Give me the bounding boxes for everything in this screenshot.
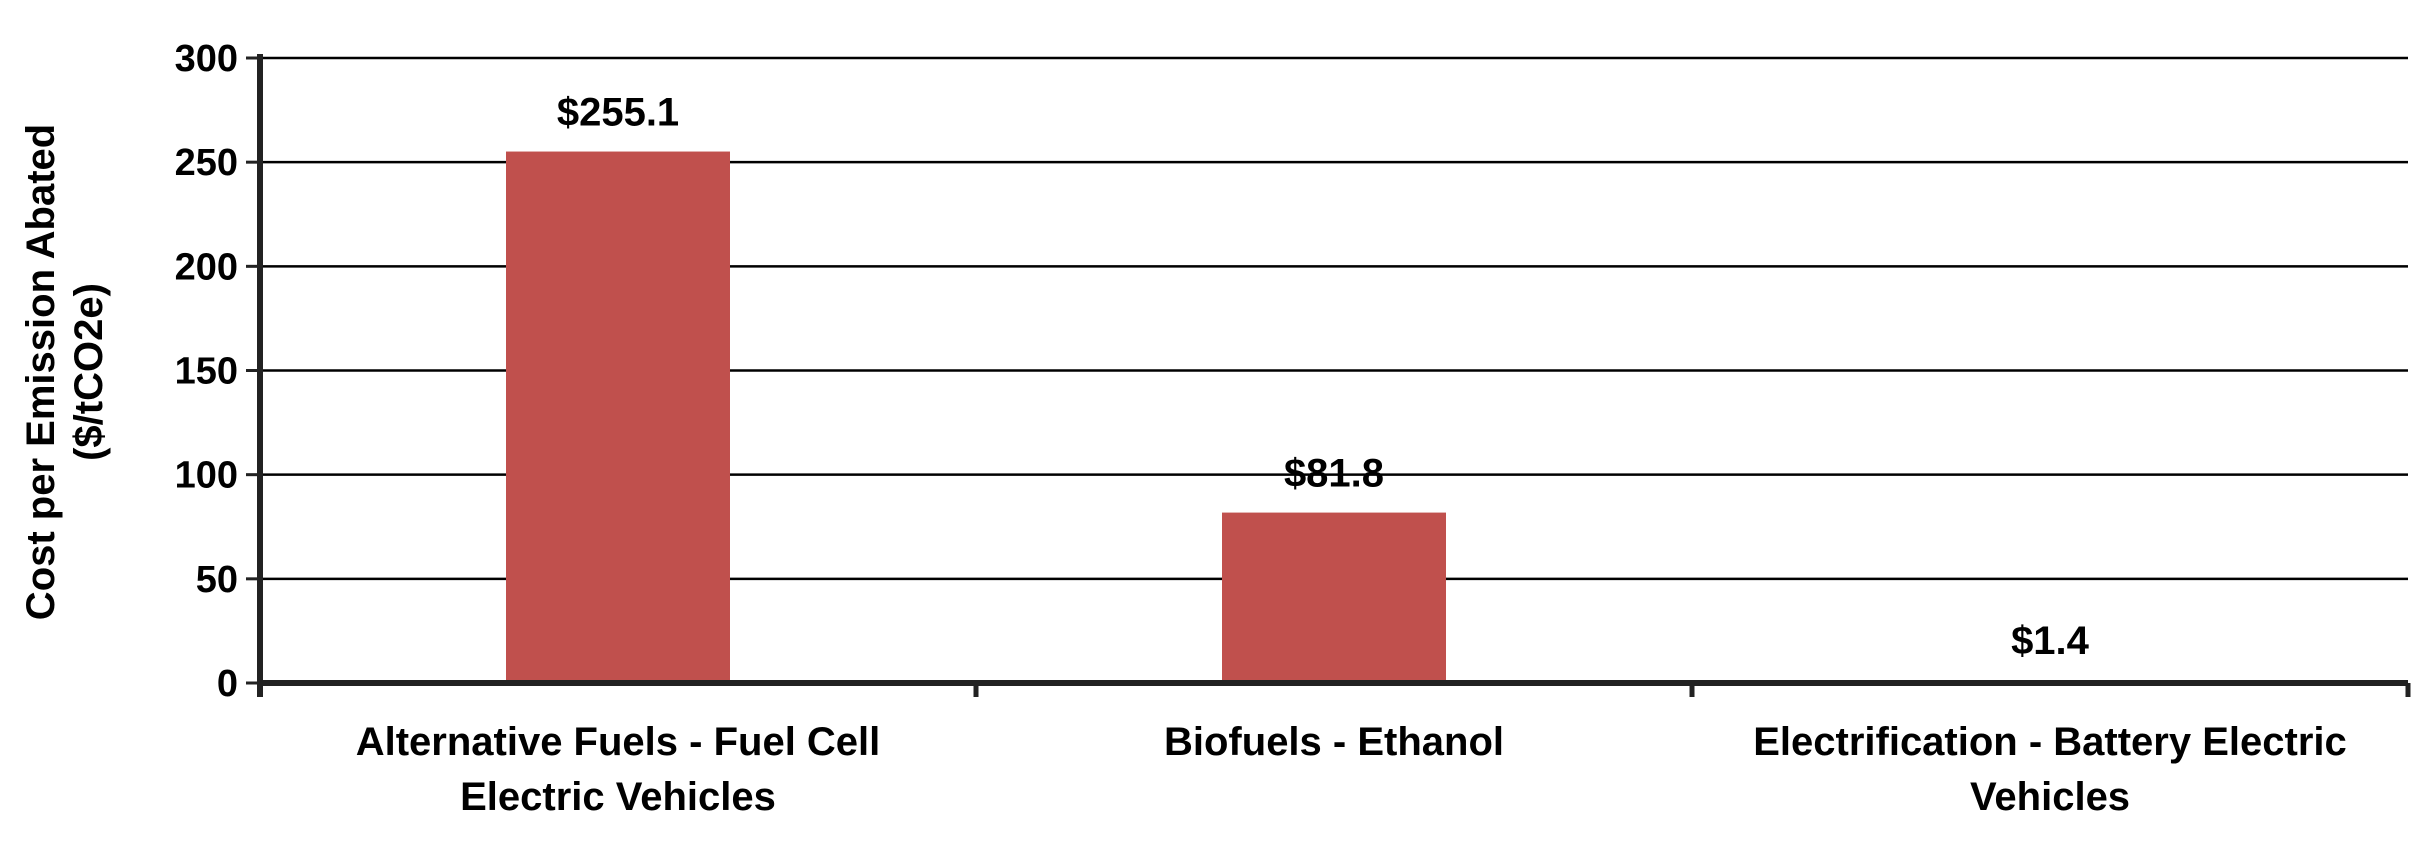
y-tick-label: 50 bbox=[196, 559, 238, 601]
y-tick-labels: 0 50 100 150 200 250 300 bbox=[175, 38, 238, 705]
x-category-label: Alternative Fuels - Fuel Cell bbox=[356, 720, 881, 764]
bar bbox=[506, 151, 730, 683]
y-tick-label: 200 bbox=[175, 246, 238, 288]
x-category-label: Vehicles bbox=[1970, 775, 2130, 819]
y-axis-title-line: ($/tCO2e) bbox=[67, 283, 111, 461]
y-axis-title: Cost per Emission Abated ($/tCO2e) bbox=[19, 124, 111, 620]
y-tick-label: 100 bbox=[175, 455, 238, 497]
y-tick-label: 0 bbox=[217, 663, 238, 705]
bar bbox=[1222, 512, 1446, 683]
x-category-label: Biofuels - Ethanol bbox=[1164, 720, 1504, 764]
bars bbox=[506, 151, 2162, 683]
x-category-label: Electric Vehicles bbox=[460, 775, 776, 819]
y-tick-label: 150 bbox=[175, 351, 238, 393]
category-labels: Alternative Fuels - Fuel Cell Electric Ve… bbox=[356, 720, 2347, 819]
axes bbox=[246, 54, 2411, 697]
x-category-label: Electrification - Battery Electric bbox=[1753, 720, 2347, 764]
bar-value-label: $81.8 bbox=[1284, 452, 1384, 496]
y-axis-title-line: Cost per Emission Abated bbox=[19, 124, 63, 620]
y-tick-label: 250 bbox=[175, 142, 238, 184]
bar-value-label: $1.4 bbox=[2011, 619, 2090, 663]
bar-value-labels: $255.1 $81.8 $1.4 bbox=[557, 91, 2090, 664]
bar-value-label: $255.1 bbox=[557, 91, 679, 135]
y-tick-label: 300 bbox=[175, 38, 238, 80]
